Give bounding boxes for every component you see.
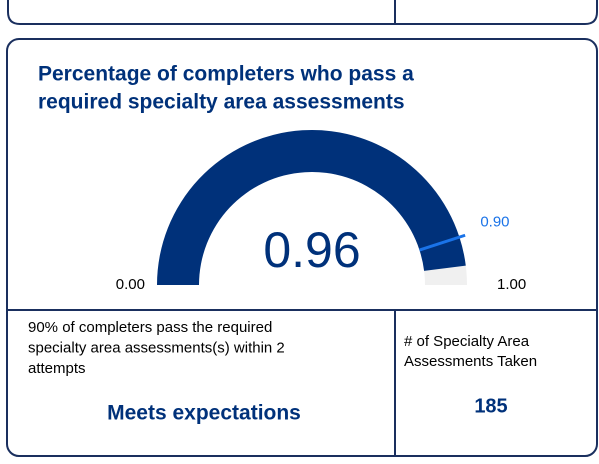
previous-card [7,0,598,25]
gauge-value-label: 0.96 [263,222,360,278]
count: 185 [474,395,507,417]
count-label: # of Specialty Area [404,333,530,350]
chart-title: required specialty area assessments [38,91,405,114]
status: Meets expectations [107,402,301,425]
description: attempts [28,360,86,377]
description: specialty area assessments(s) within 2 [28,339,285,356]
description: 90% of completers pass the required [28,319,272,336]
target-label: 0.90 [480,213,509,230]
gauge-max-label: 1.00 [497,276,526,293]
gauge-min-label: 0.00 [116,276,145,293]
gauge-value [157,130,466,285]
chart-title: Percentage of completers who pass a [38,63,414,86]
target-line [419,233,466,252]
count-label: Assessments Taken [404,353,537,370]
card [6,38,598,457]
